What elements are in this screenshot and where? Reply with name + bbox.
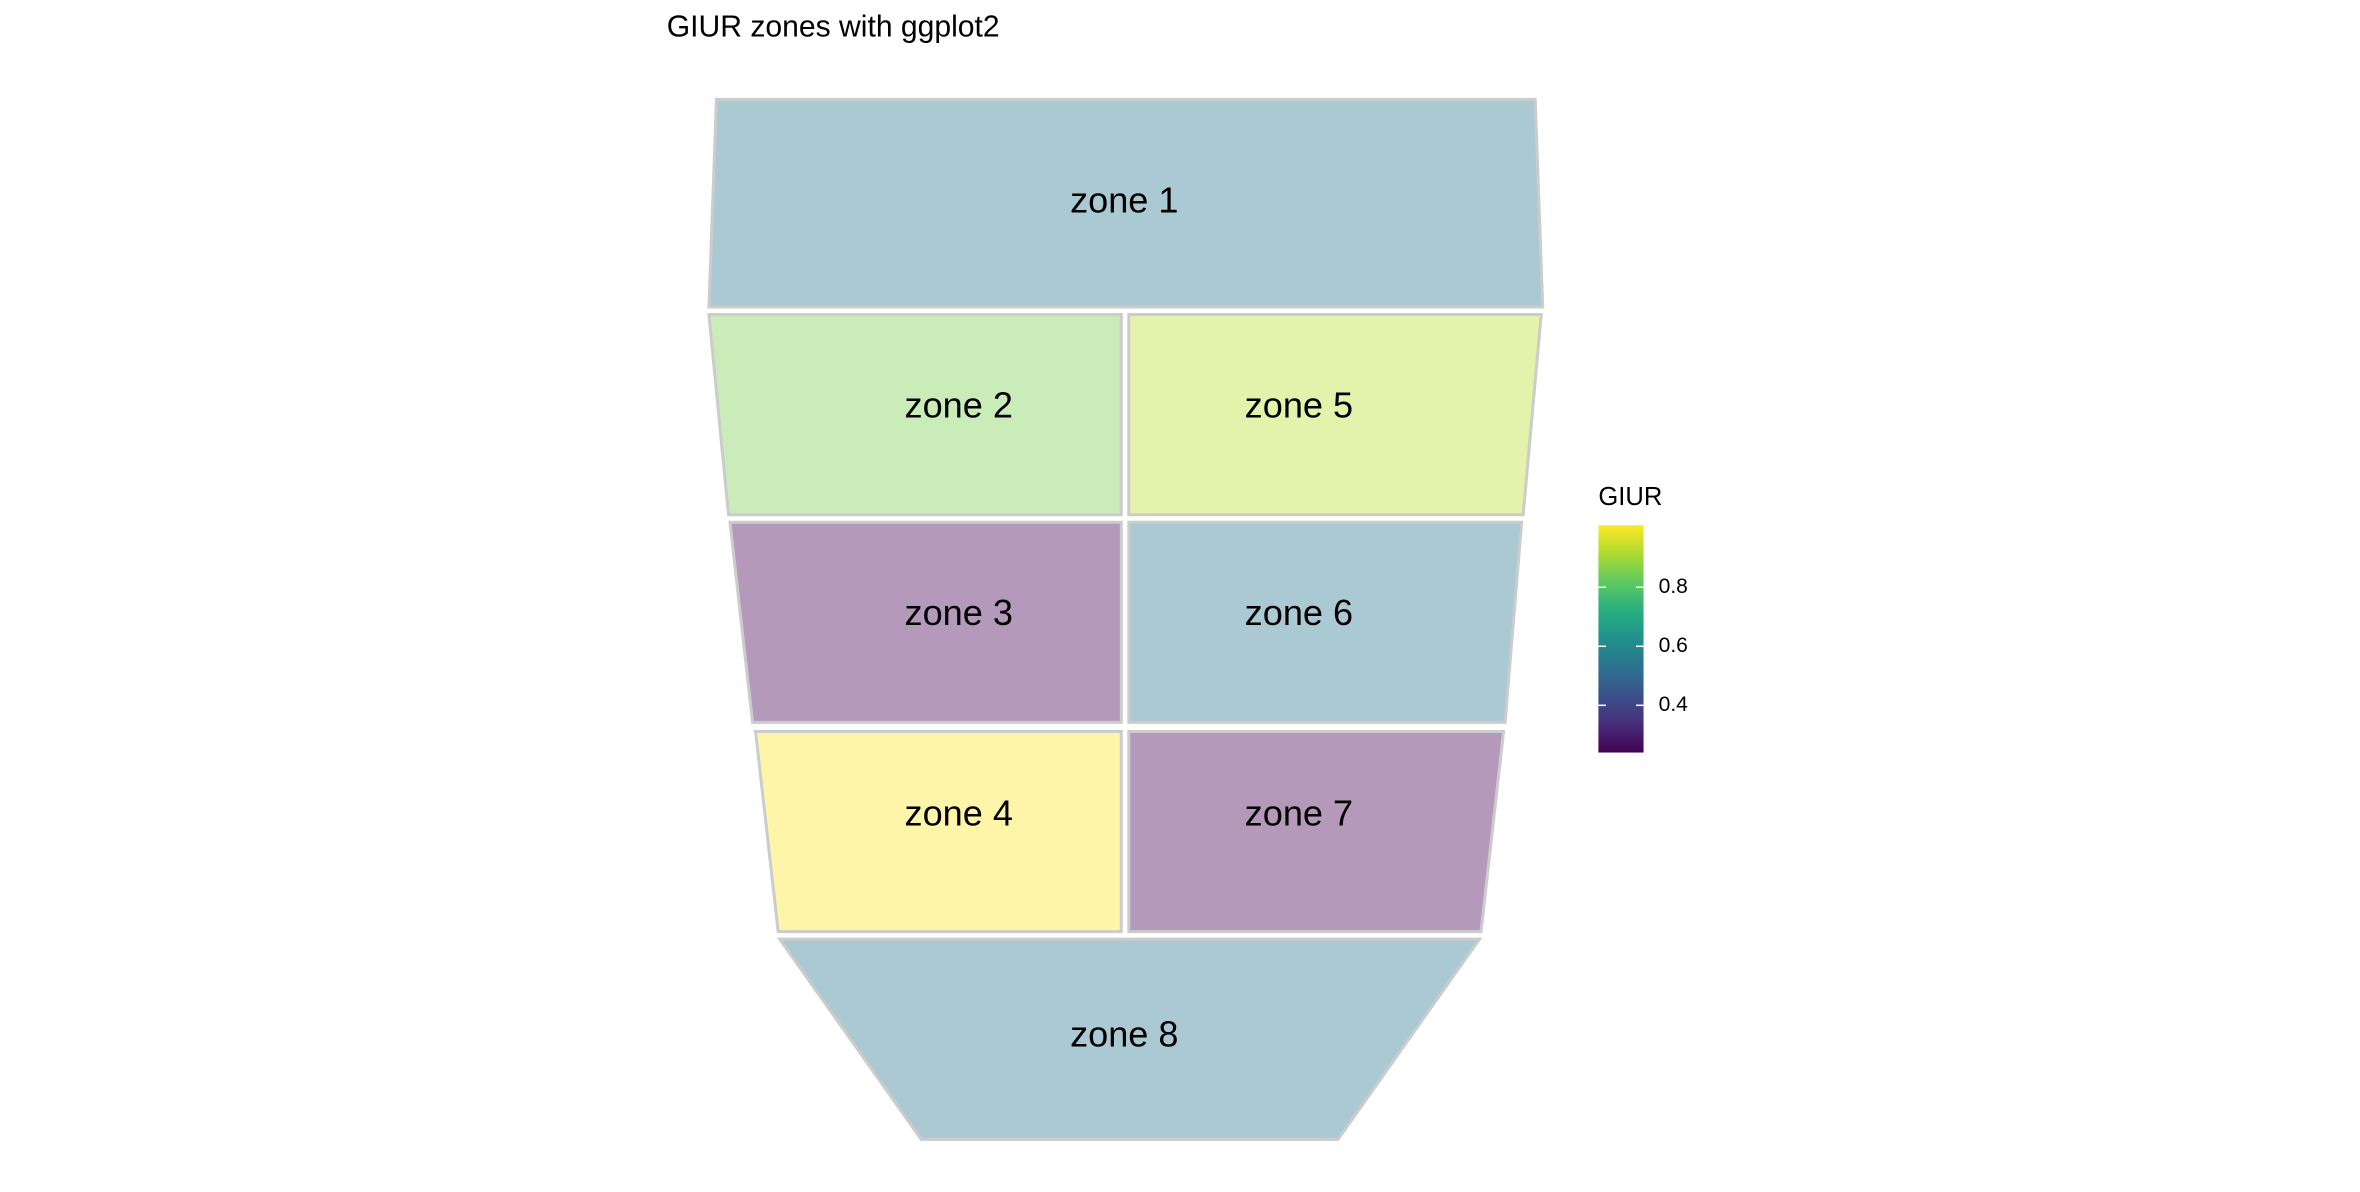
zone	[1127, 729, 1506, 934]
colorbar-tick-label: 0.8	[1659, 575, 1688, 598]
zone	[753, 729, 1123, 934]
zone	[776, 937, 1483, 1141]
zone-label: zone 1	[1070, 180, 1178, 221]
zone	[728, 520, 1123, 724]
zone-label: zone 7	[1245, 792, 1353, 833]
zone	[1127, 313, 1543, 517]
colorbar-tick-label: 0.6	[1659, 634, 1688, 657]
zone-label: zone 8	[1070, 1014, 1178, 1055]
zone	[707, 97, 1545, 309]
zone-label: zone 6	[1245, 592, 1353, 633]
zone-label: zone 3	[905, 592, 1013, 633]
zone	[707, 313, 1123, 517]
zone-label: zone 2	[905, 384, 1013, 425]
legend-title: GIUR	[1598, 483, 1662, 511]
colorbar	[1598, 525, 1644, 753]
zone-label: zone 5	[1245, 384, 1353, 425]
zone	[1127, 520, 1524, 724]
colorbar-tick-label: 0.4	[1659, 693, 1689, 716]
zone-label: zone 4	[905, 792, 1013, 833]
chart-title: GIUR zones with ggplot2	[667, 11, 1000, 44]
